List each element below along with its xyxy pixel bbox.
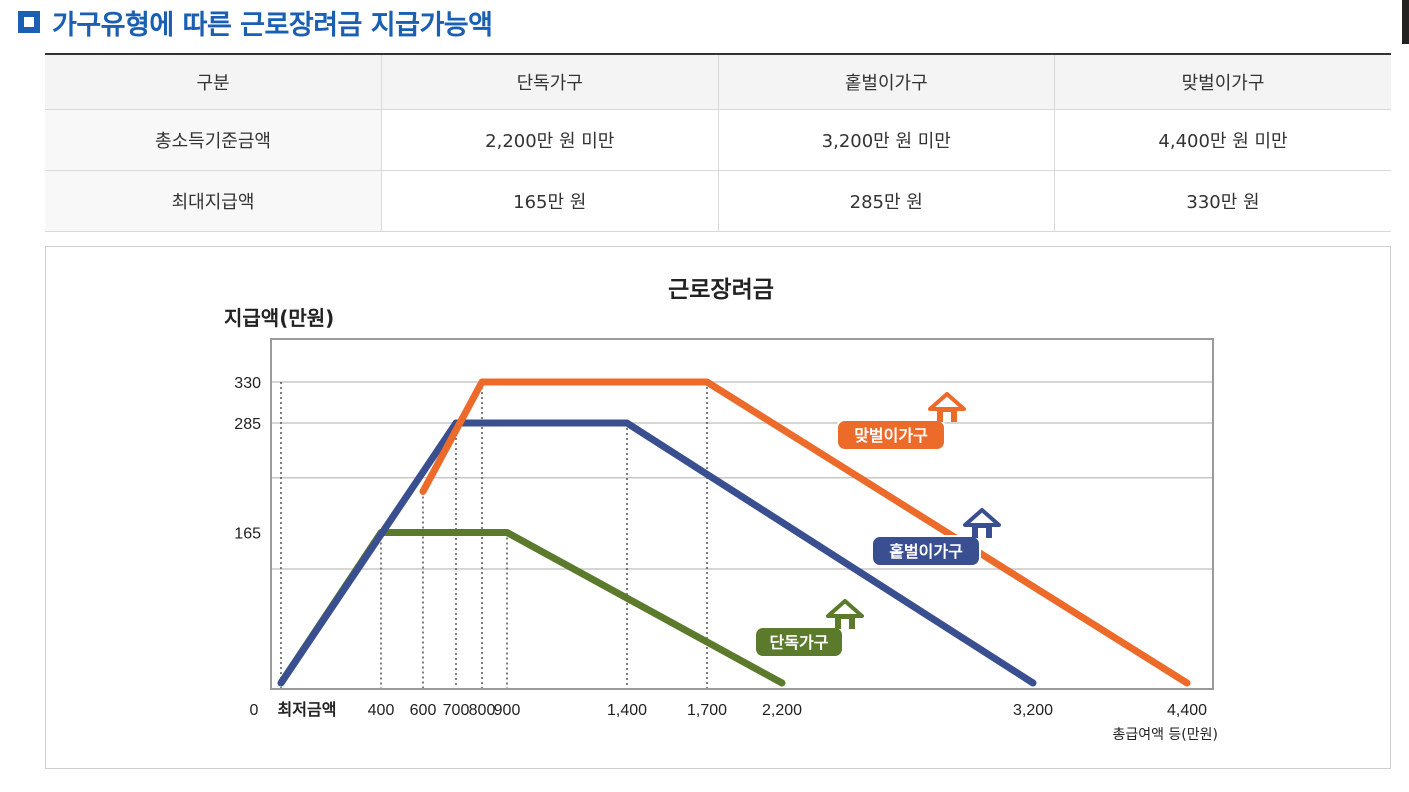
- house-icon: [826, 599, 864, 629]
- column-header: 맞벌이가구: [1054, 54, 1391, 110]
- x-tick-label: 4,400: [1167, 702, 1207, 719]
- chart-container: 근로장려금 지급액(만원) 총급여액 등(만원) 330 285 165 0 최저금액 4…: [45, 246, 1391, 769]
- table-cell: 285만 원: [718, 170, 1055, 232]
- y-tick-label: 165: [234, 526, 261, 543]
- eligibility-table: 구분 단독가구 홑벌이가구 맞벌이가구 총소득기준금액 2,200만 원 미만 …: [45, 53, 1391, 232]
- column-header: 구분: [45, 54, 382, 110]
- y-tick-label: 330: [234, 375, 261, 392]
- square-bullet-icon: [18, 11, 40, 33]
- row-label: 총소득기준금액: [45, 109, 382, 171]
- table-cell: 3,200만 원 미만: [718, 109, 1055, 171]
- x-tick-label: 900: [494, 702, 521, 719]
- column-header: 단독가구: [381, 54, 719, 110]
- table-header-row: 구분 단독가구 홑벌이가구 맞벌이가구: [45, 54, 1391, 110]
- table-cell: 2,200만 원 미만: [381, 109, 719, 171]
- plot-frame: [270, 338, 1214, 690]
- x-tick-label: 800: [469, 702, 496, 719]
- table-row: 최대지급액 165만 원 285만 원 330만 원: [45, 170, 1391, 232]
- legend-pill: [836, 419, 946, 451]
- y-axis-label: 지급액(만원): [224, 306, 334, 330]
- chart-title: 근로장려금: [668, 277, 774, 303]
- legend-label: 맞벌이가구: [854, 426, 928, 445]
- section-heading: 가구유형에 따른 근로장려금 지급가능액: [18, 2, 493, 42]
- incentive-chart: 근로장려금 지급액(만원) 총급여액 등(만원) 330 285 165 0 최저금액 4…: [224, 277, 1218, 743]
- legend-pill: [754, 626, 844, 658]
- x-tick-label: 1,700: [687, 702, 727, 719]
- section-title: 가구유형에 따른 근로장려금 지급가능액: [52, 9, 493, 41]
- table-cell: 330만 원: [1054, 170, 1391, 232]
- series-line-3: [419, 378, 1191, 687]
- house-icon: [928, 392, 966, 422]
- x-axis-label: 총급여액 등(만원): [1112, 727, 1218, 743]
- x-tick-label: 600: [410, 702, 437, 719]
- y-tick-label: 285: [234, 416, 261, 433]
- table-cell: 4,400만 원 미만: [1054, 109, 1391, 171]
- x-tick-label: 2,200: [762, 702, 802, 719]
- series-line-2: [277, 419, 1037, 687]
- legend-pill: [871, 535, 981, 567]
- table-row: 총소득기준금액 2,200만 원 미만 3,200만 원 미만 4,400만 원…: [45, 109, 1391, 171]
- row-label: 최대지급액: [45, 170, 382, 232]
- legend-label: 홑벌이가구: [889, 542, 963, 561]
- x-tick-label: 3,200: [1013, 702, 1053, 719]
- house-icon: [963, 508, 1001, 538]
- table-cell: 165만 원: [381, 170, 719, 232]
- column-header: 홑벌이가구: [718, 54, 1055, 110]
- x-tick-label: 0: [250, 702, 259, 719]
- x-tick-label: 400: [368, 702, 395, 719]
- x-tick-label: 1,400: [607, 702, 647, 719]
- x-tick-label: 최저금액: [278, 700, 337, 719]
- legend-label: 단독가구: [770, 633, 829, 652]
- scrollbar-edge: [1402, 0, 1409, 44]
- x-tick-label: 700: [443, 702, 470, 719]
